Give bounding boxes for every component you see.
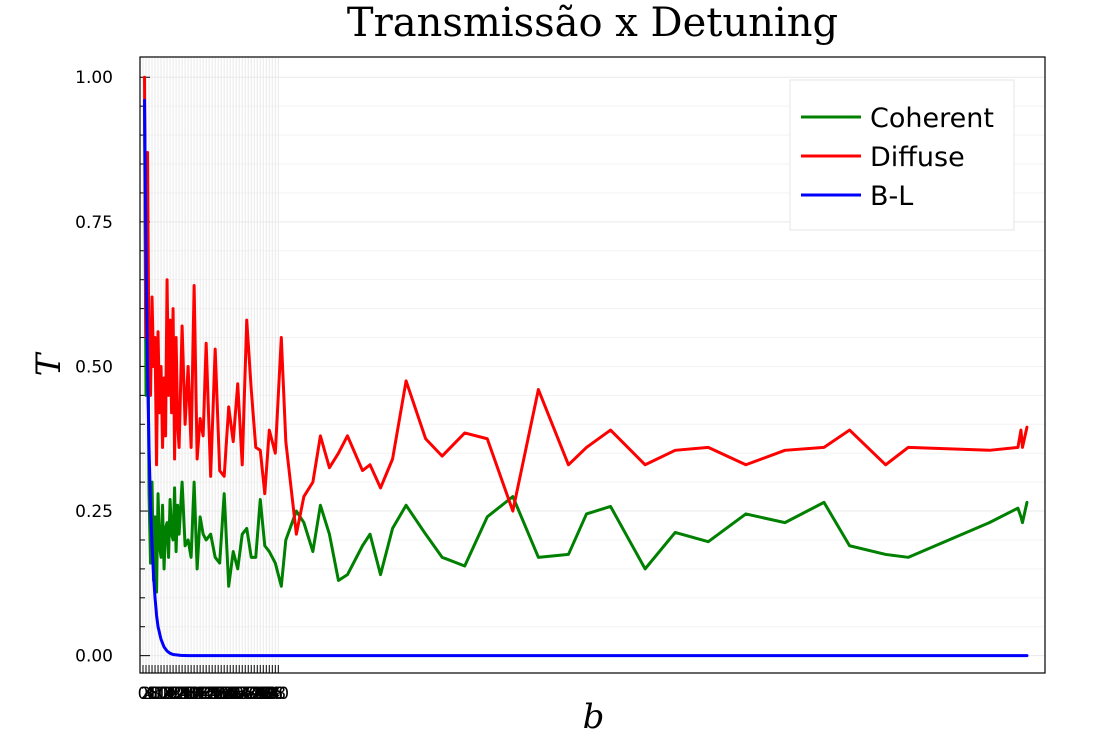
x-tick-label: 82 [255,684,277,704]
x-tick-label: 26 [171,684,193,704]
x-tick-label: 52 [210,684,232,704]
y-tick-label: 0.25 [75,502,113,522]
x-axis: 0246810121416182022242628303234363840424… [138,665,289,704]
grid [140,57,1045,673]
x-tick-label: 18 [159,684,181,704]
x-tick-label: 58 [219,684,241,704]
y-tick-label: 0.75 [75,213,113,233]
x-tick-label: 54 [213,684,235,704]
legend-label: B-L [870,181,913,212]
x-tick-label: 76 [246,684,268,704]
x-tick-label: 16 [156,684,178,704]
x-tick-label: 30 [177,684,199,704]
x-tick-label: 84 [258,684,280,704]
x-tick-label: 46 [201,684,223,704]
x-tick-label: 66 [231,684,253,704]
x-tick-label: 36 [186,684,208,704]
x-tick-label: 62 [225,684,247,704]
legend-label: Coherent [870,103,994,134]
x-tick-label: 80 [252,684,274,704]
x-tick-label: 74 [243,684,265,704]
y-tick-label: 0.50 [75,357,113,377]
x-tick-label: 68 [234,684,256,704]
x-tick-label: 32 [180,684,202,704]
x-tick-label: 12 [150,684,172,704]
legend-label: Diffuse [870,142,965,173]
y-axis-label: T [29,351,69,376]
x-axis-label: b [583,697,605,737]
x-tick-label: 24 [168,684,190,704]
x-tick-label: 20 [162,684,184,704]
series-line-diffuse [143,75,1029,536]
x-tick-label: 86 [261,684,283,704]
series-line-coherent [143,104,1029,594]
series-group [143,75,1029,658]
y-tick-label: 0.00 [75,647,113,667]
x-tick-label: 64 [228,684,250,704]
x-tick-label: 60 [222,684,244,704]
x-tick-label: 40 [192,684,214,704]
plot-area-frame [139,56,1046,674]
x-tick-label: 4 [144,684,155,704]
y-tick-label: 1.00 [75,68,113,88]
x-tick-label: 8 [150,684,161,704]
x-tick-label: 14 [153,684,175,704]
x-tick-label: 2 [141,684,152,704]
x-tick-label: 38 [189,684,211,704]
x-tick-label: 28 [174,684,196,704]
x-tick-label: 50 [207,684,229,704]
series-line-b-l [143,98,1029,658]
y-axis: 0.00 0.25 0.50 0.75 1.00 [75,68,150,667]
x-tick-label: 78 [249,684,271,704]
chart-title: Transmissão x Detuning [347,0,838,46]
x-tick-label: 44 [198,684,220,704]
x-tick-label: 88 [264,684,286,704]
x-tick-label: 90 [267,684,289,704]
legend: Coherent Diffuse B-L [789,79,1015,231]
x-tick-label: 72 [240,684,262,704]
x-tick-label: 10 [147,684,169,704]
x-tick-label: 22 [165,684,187,704]
x-tick-label: 70 [237,684,259,704]
x-tick-label: 0 [138,684,149,704]
x-tick-label: 34 [183,684,205,704]
x-tick-label: 42 [195,684,217,704]
x-tick-label: 6 [147,684,158,704]
x-tick-label: 48 [204,684,226,704]
x-tick-label: 56 [216,684,238,704]
